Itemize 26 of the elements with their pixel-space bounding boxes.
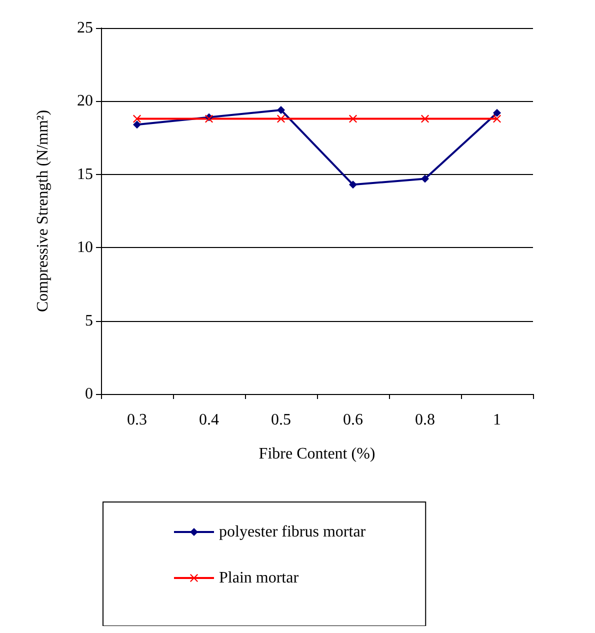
y-tick-label: 5 <box>85 312 93 330</box>
y-tick-label: 10 <box>77 239 93 256</box>
y-tick-label: 20 <box>77 92 93 110</box>
y-tick-label: 0 <box>85 386 93 402</box>
point <box>421 174 429 183</box>
y-tick-label: 25 <box>77 20 93 36</box>
x-tick-label: 0.4 <box>199 412 219 428</box>
x-axis-title: Fibre Content (%) <box>258 446 376 462</box>
point <box>349 114 357 123</box>
x-tick-label: 1 <box>493 412 501 428</box>
x-tick-label: 0.3 <box>127 412 147 428</box>
legend-label: Plain mortar <box>219 570 300 586</box>
point <box>493 108 501 117</box>
x-tick-label: 0.8 <box>415 412 435 428</box>
point <box>421 114 429 123</box>
point <box>133 120 141 129</box>
point <box>277 106 285 114</box>
x-tick-label: 0.5 <box>271 412 291 428</box>
point <box>493 114 501 123</box>
point <box>133 114 141 123</box>
y-axis-title: Compressive Strength (N/mm²) <box>34 110 52 312</box>
y-tick-label: 15 <box>77 166 93 183</box>
legend-label: polyester fibrus mortar <box>219 524 366 540</box>
x-tick-label: 0.6 <box>343 412 363 428</box>
point <box>349 180 357 189</box>
point <box>277 114 285 123</box>
